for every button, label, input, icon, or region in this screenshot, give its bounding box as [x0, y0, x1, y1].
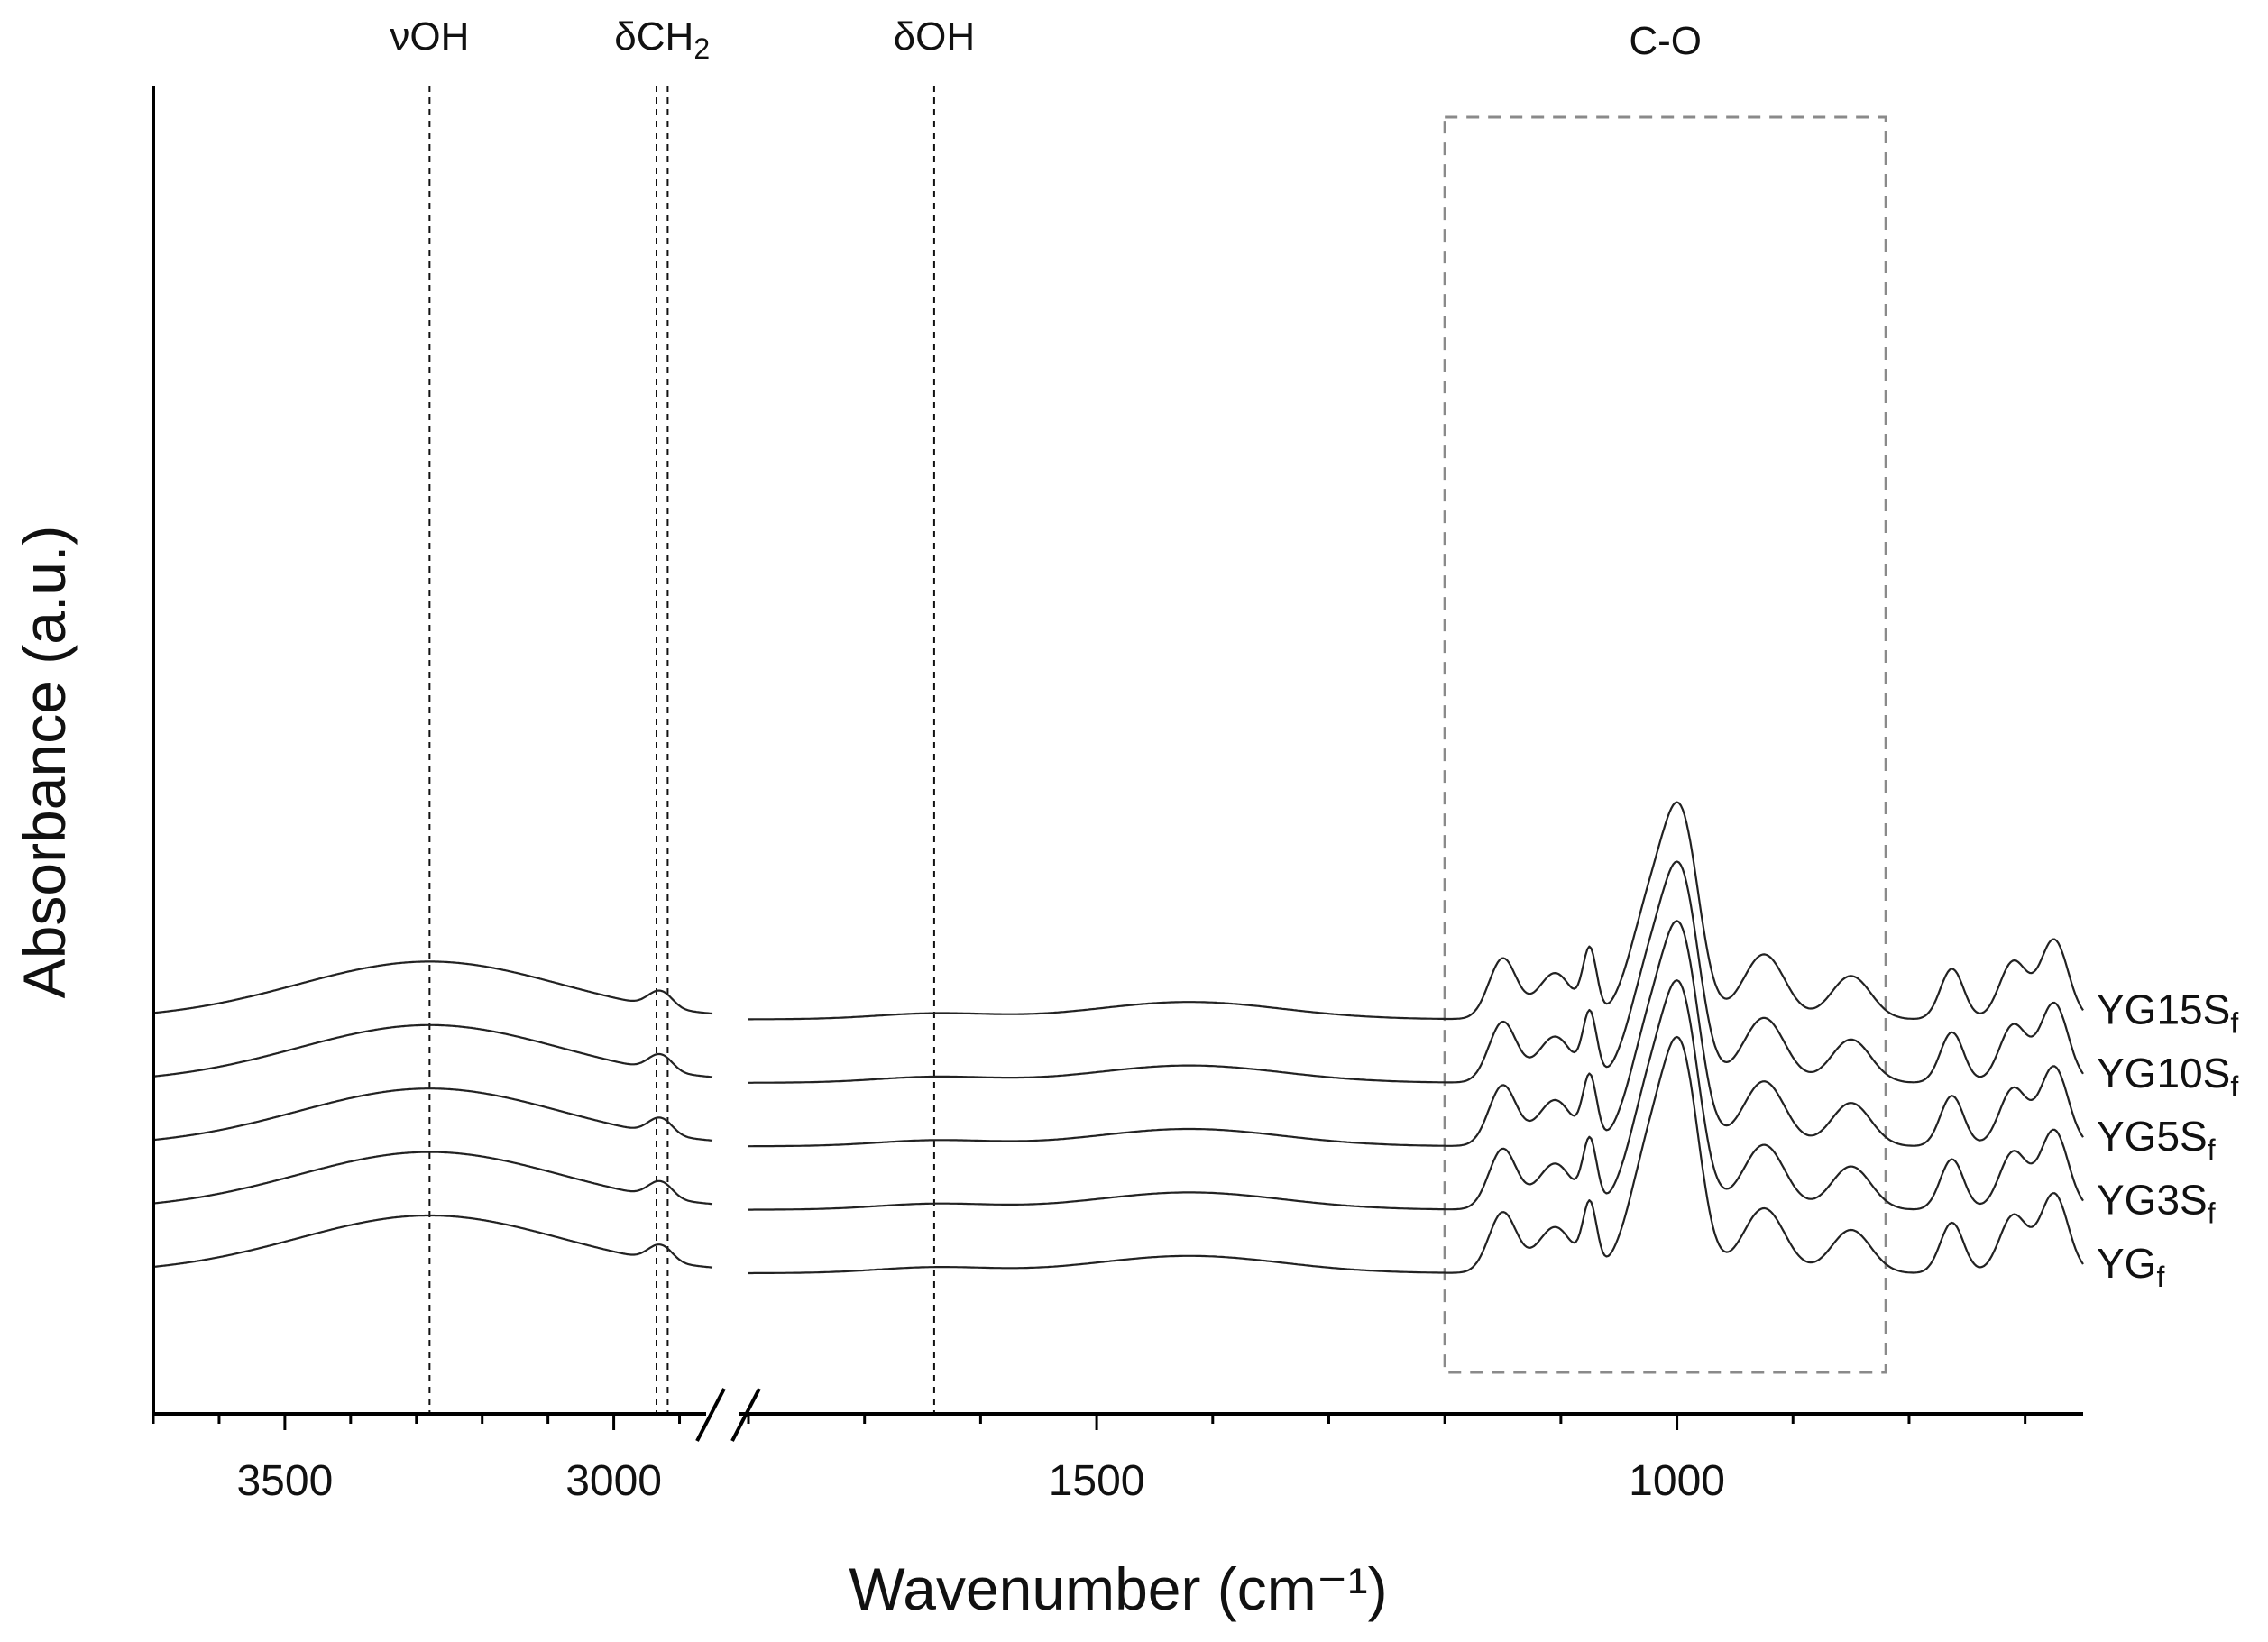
band-label-subscript: 2	[693, 32, 710, 65]
series-label-subscript: f	[2156, 1261, 2164, 1293]
x-axis-title: Wavenumber (cm⁻¹)	[849, 1555, 1387, 1622]
series-label-subscript: f	[2230, 1069, 2238, 1102]
x-tick-label: 3000	[565, 1457, 662, 1505]
series-label-YG15Sf: YG15Sf	[2097, 986, 2238, 1039]
band-label-2: δOH	[894, 14, 976, 59]
y-axis-title: Absorbance (a.u.)	[11, 526, 78, 999]
spectrum-YG10Sf-segment-0	[152, 1023, 713, 1078]
spectrum-YG5Sf-segment-0	[152, 1087, 713, 1142]
x-tick-label: 1500	[1049, 1457, 1145, 1505]
spectrum-YG3Sf-segment-1	[748, 979, 2084, 1211]
spectrum-YG10Sf-segment-1	[748, 860, 2084, 1084]
x-tick-label: 1000	[1629, 1457, 1725, 1505]
region-layer	[1443, 115, 1887, 1374]
series-label-YGf: YGf	[2097, 1240, 2164, 1293]
axis-break-mark-left	[695, 1388, 726, 1442]
spectrum-YG15Sf-segment-0	[152, 960, 713, 1015]
series-label-subscript: f	[2208, 1133, 2216, 1166]
series-label-subscript: f	[2208, 1197, 2216, 1229]
series-label-YG3Sf: YG3Sf	[2097, 1177, 2216, 1230]
x-tick-label: 3500	[236, 1457, 333, 1505]
series-layer	[152, 801, 2084, 1275]
axis-layer: 3500 3000 1500 1000 Wavenumber (cm⁻¹) Absorba…	[11, 86, 2083, 1622]
spectrum-YGf-segment-1	[748, 1035, 2084, 1275]
c-o-region-box	[1443, 115, 1887, 1374]
band-label-0: νOH	[390, 14, 469, 59]
spectrum-YG5Sf-segment-1	[748, 920, 2084, 1148]
series-label-YG10Sf: YG10Sf	[2097, 1050, 2238, 1103]
axis-break-mark-right	[730, 1388, 761, 1442]
series-label-subscript: f	[2230, 1006, 2238, 1039]
spectrum-YG15Sf-segment-1	[748, 801, 2084, 1021]
c-o-region-label: C-O	[1629, 19, 1702, 63]
spectrum-YGf-segment-0	[152, 1214, 713, 1269]
series-label-YG5Sf: YG5Sf	[2097, 1113, 2216, 1166]
reference-line-layer	[428, 86, 935, 1414]
spectrum-YG3Sf-segment-0	[152, 1151, 713, 1206]
